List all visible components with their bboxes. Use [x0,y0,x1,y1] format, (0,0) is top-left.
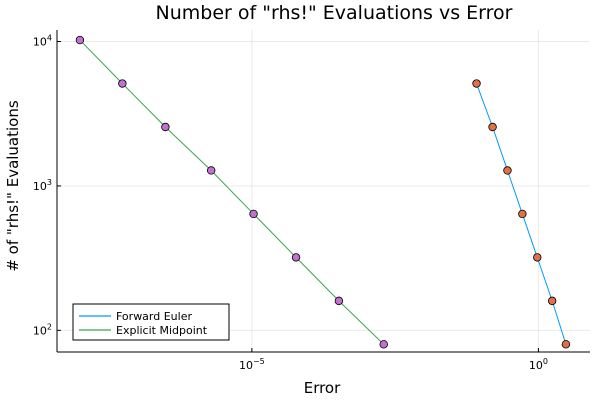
series-0-point-3 [518,209,527,219]
y-tick-label-1: 103 [33,178,52,193]
series-1-point-7 [379,340,388,349]
series-0-point-0 [472,79,481,88]
legend-label-1: Explicit Midpoint [116,324,208,337]
series-0-point-5 [547,296,557,306]
axes-layer: 10−5 100 102 103 104 [33,30,590,372]
series-0-point-1 [488,122,497,132]
y-axis-label: # of "rhs!" Evaluations [4,100,22,272]
series-1-point-1 [118,79,127,88]
legend-label-0: Forward Euler [116,310,192,323]
series-0-point-6 [561,340,571,349]
series-layer [75,35,571,349]
series-0-point-2 [503,166,512,175]
series-0-point-4 [533,253,542,262]
legend-box [72,303,230,341]
x-axis-label: Error [304,379,341,397]
series-1-point-5 [291,253,301,262]
series-1-point-2 [161,122,170,132]
x-tick-label-0: 10−5 [239,357,265,372]
chart-title: Number of "rhs!" Evaluations vs Error [156,2,513,24]
y-tick-label-0: 102 [33,322,52,337]
series-1-point-0 [75,35,85,45]
y-tick-label-2: 104 [33,34,52,49]
series-1-point-4 [249,209,258,219]
series-line-1 [79,39,385,345]
series-1-point-3 [206,166,216,175]
series-1-point-6 [334,296,344,306]
x-tick-label-1: 100 [529,357,548,372]
